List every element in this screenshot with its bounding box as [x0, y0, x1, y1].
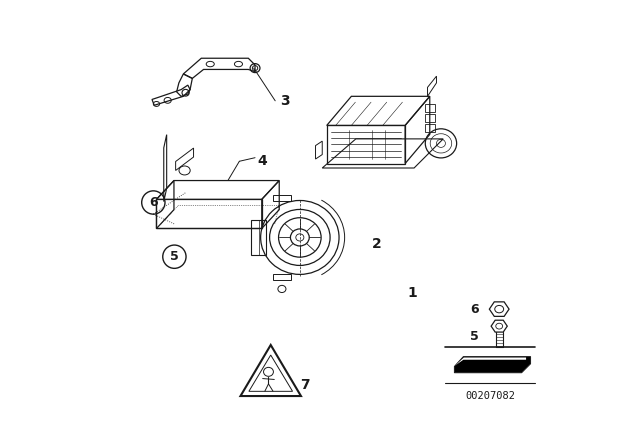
Polygon shape	[456, 358, 526, 365]
Text: 1: 1	[407, 286, 417, 301]
Text: 6: 6	[149, 196, 157, 209]
Text: 6: 6	[470, 302, 479, 316]
Text: 2: 2	[371, 237, 381, 251]
Text: 5: 5	[170, 250, 179, 263]
Polygon shape	[454, 357, 531, 373]
Text: 7: 7	[300, 378, 310, 392]
Text: 3: 3	[280, 94, 289, 108]
Text: 5: 5	[470, 329, 479, 343]
Text: 00207082: 00207082	[465, 392, 515, 401]
Text: 4: 4	[257, 154, 267, 168]
